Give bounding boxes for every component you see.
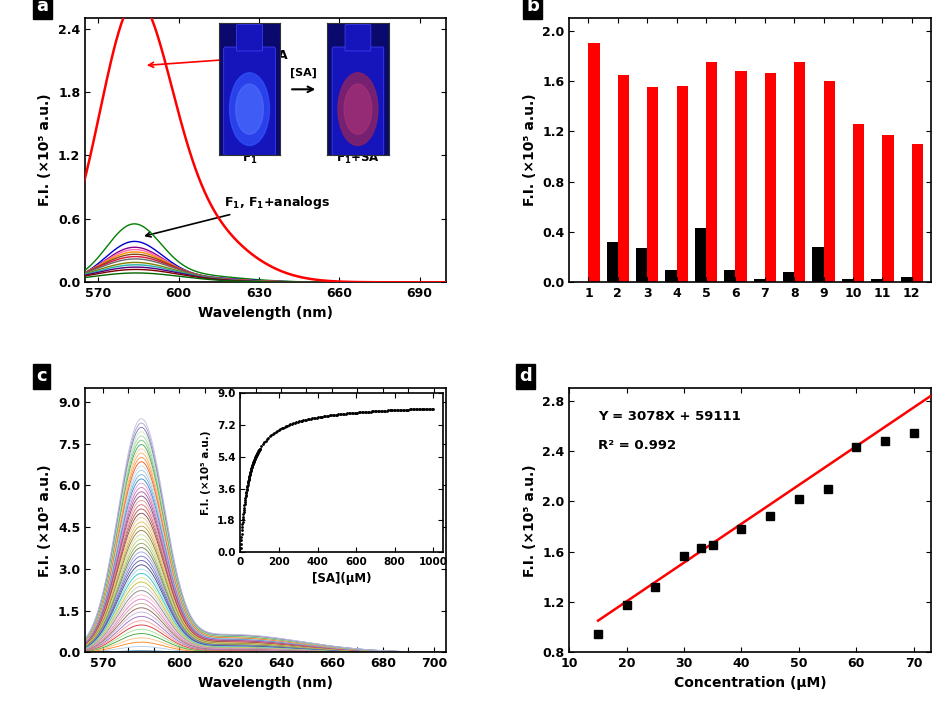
- Bar: [882, 135, 893, 282]
- Text: F$_1$+SA: F$_1$+SA: [148, 49, 289, 67]
- Bar: [705, 62, 716, 282]
- Bar: [734, 71, 746, 282]
- Text: F$_1$+SA: F$_1$+SA: [336, 151, 379, 166]
- Bar: [676, 86, 687, 282]
- Y-axis label: F.I. (×10⁵ a.u.): F.I. (×10⁵ a.u.): [39, 94, 52, 206]
- Bar: [606, 242, 617, 282]
- Y-axis label: F.I. (×10⁵ a.u.): F.I. (×10⁵ a.u.): [39, 464, 52, 576]
- Bar: [870, 278, 882, 282]
- Text: b: b: [526, 0, 538, 15]
- Y-axis label: F.I. (×10⁵ a.u.): F.I. (×10⁵ a.u.): [522, 94, 536, 206]
- Bar: [752, 278, 764, 282]
- Bar: [812, 247, 823, 282]
- Text: F$_1$: F$_1$: [242, 151, 257, 166]
- Bar: [793, 62, 804, 282]
- Bar: [617, 75, 629, 282]
- Text: R² = 0.992: R² = 0.992: [598, 439, 676, 452]
- X-axis label: Wavelength (nm): Wavelength (nm): [198, 676, 333, 690]
- Text: d: d: [518, 368, 531, 386]
- Bar: [823, 81, 834, 282]
- Bar: [588, 43, 599, 282]
- Bar: [647, 87, 658, 282]
- Bar: [783, 272, 793, 282]
- Y-axis label: F.I. (×10⁵ a.u.): F.I. (×10⁵ a.u.): [522, 464, 536, 576]
- Bar: [900, 277, 911, 282]
- Text: a: a: [36, 0, 48, 15]
- Text: c: c: [36, 368, 47, 386]
- Bar: [852, 124, 863, 282]
- Bar: [635, 248, 647, 282]
- Bar: [764, 73, 775, 282]
- Text: [SA]: [SA]: [290, 68, 317, 78]
- Text: F$_1$, F$_1$+analogs: F$_1$, F$_1$+analogs: [145, 194, 330, 237]
- Bar: [841, 278, 852, 282]
- Text: Y = 3078X + 59111: Y = 3078X + 59111: [598, 410, 740, 423]
- Bar: [911, 144, 922, 282]
- X-axis label: Concentration (μM): Concentration (μM): [673, 676, 826, 690]
- Bar: [723, 270, 734, 282]
- Bar: [665, 270, 676, 282]
- X-axis label: Wavelength (nm): Wavelength (nm): [198, 305, 333, 320]
- Bar: [694, 228, 705, 282]
